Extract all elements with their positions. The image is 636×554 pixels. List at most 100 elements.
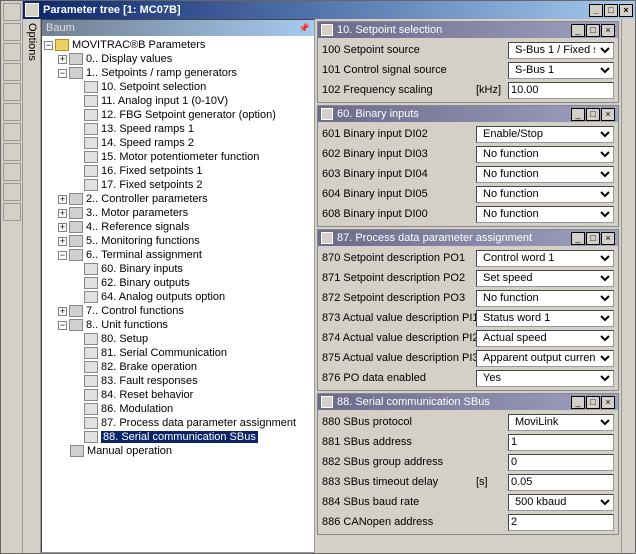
panel-close[interactable]: × [601, 24, 615, 37]
sel-604[interactable]: No function [476, 186, 614, 203]
options-tab[interactable]: Options [23, 19, 41, 553]
tree-g8-84[interactable]: 84. Reset behavior [101, 389, 193, 401]
panel-max[interactable]: □ [586, 24, 600, 37]
inp-886[interactable] [508, 514, 614, 531]
tool-btn-1[interactable] [3, 3, 21, 21]
panel-close[interactable]: × [601, 396, 615, 409]
tree-g1-17[interactable]: 17. Fixed setpoints 2 [101, 179, 203, 191]
tree-header-pin-icon[interactable]: 📌 [299, 23, 310, 34]
tool-btn-11[interactable] [3, 203, 21, 221]
lbl-882: 882 SBus group address [322, 456, 472, 468]
page-icon [69, 235, 83, 247]
tree-g2[interactable]: 2.. Controller parameters [86, 193, 208, 205]
sel-608[interactable]: No function [476, 206, 614, 223]
minimize-button[interactable]: _ [589, 4, 603, 17]
lbl-102: 102 Frequency scaling [322, 84, 472, 96]
tree-g8-80[interactable]: 80. Setup [101, 333, 148, 345]
sel-601[interactable]: Enable/Stop [476, 126, 614, 143]
tree-g0[interactable]: 0.. Display values [86, 53, 172, 65]
tree-g1-13[interactable]: 13. Speed ramps 1 [101, 123, 194, 135]
item-icon [84, 137, 98, 149]
expand-g6[interactable]: − [58, 251, 67, 260]
sel-603[interactable]: No function [476, 166, 614, 183]
tree-g7[interactable]: 7.. Control functions [86, 305, 184, 317]
tree-g1-12[interactable]: 12. FBG Setpoint generator (option) [101, 109, 276, 121]
panel-min[interactable]: _ [571, 396, 585, 409]
lbl-880: 880 SBus protocol [322, 416, 472, 428]
sel-101[interactable]: S-Bus 1 [508, 62, 614, 79]
panel-10-title: 10. Setpoint selection _□× [318, 22, 618, 38]
expand-g0[interactable]: + [58, 55, 67, 64]
tool-btn-4[interactable] [3, 63, 21, 81]
expand-root[interactable]: − [44, 41, 53, 50]
tree-g8[interactable]: 8.. Unit functions [86, 319, 168, 331]
tool-btn-9[interactable] [3, 163, 21, 181]
expand-g7[interactable]: + [58, 307, 67, 316]
close-button[interactable]: × [619, 4, 633, 17]
expand-g2[interactable]: + [58, 195, 67, 204]
tree-g1-14[interactable]: 14. Speed ramps 2 [101, 137, 194, 149]
tool-btn-6[interactable] [3, 103, 21, 121]
tree-g8-82[interactable]: 82. Brake operation [101, 361, 197, 373]
scrollbar-right[interactable] [621, 19, 635, 553]
tool-btn-8[interactable] [3, 143, 21, 161]
maximize-button[interactable]: □ [604, 4, 618, 17]
panel-max[interactable]: □ [586, 396, 600, 409]
sel-873[interactable]: Status word 1 [476, 310, 614, 327]
panel-87: 87. Process data parameter assignment_□×… [317, 229, 619, 391]
panel-min[interactable]: _ [571, 232, 585, 245]
panel-close[interactable]: × [601, 108, 615, 121]
tool-btn-5[interactable] [3, 83, 21, 101]
tree-g1[interactable]: 1.. Setpoints / ramp generators [86, 67, 237, 79]
expand-g3[interactable]: + [58, 209, 67, 218]
expand-g4[interactable]: + [58, 223, 67, 232]
panel-max[interactable]: □ [586, 108, 600, 121]
inp-102[interactable] [508, 82, 614, 99]
inp-882[interactable] [508, 454, 614, 471]
sel-875[interactable]: Apparent output current [476, 350, 614, 367]
page-icon [69, 207, 83, 219]
tree-g8-88[interactable]: 88. Serial communication SBus [101, 431, 258, 443]
tool-btn-3[interactable] [3, 43, 21, 61]
sel-871[interactable]: Set speed [476, 270, 614, 287]
tree-g6-62[interactable]: 62. Binary outputs [101, 277, 190, 289]
expand-g5[interactable]: + [58, 237, 67, 246]
sel-870[interactable]: Control word 1 [476, 250, 614, 267]
tree-g8-87[interactable]: 87. Process data parameter assignment [101, 417, 296, 429]
sel-884[interactable]: 500 kbaud [508, 494, 614, 511]
tree-g4[interactable]: 4.. Reference signals [86, 221, 189, 233]
tree-g8-86[interactable]: 86. Modulation [101, 403, 173, 415]
tree-g8-81[interactable]: 81. Serial Communication [101, 347, 227, 359]
tree-g1-16[interactable]: 16. Fixed setpoints 1 [101, 165, 203, 177]
tree-g8-83[interactable]: 83. Fault responses [101, 375, 198, 387]
panel-min[interactable]: _ [571, 108, 585, 121]
inp-881[interactable] [508, 434, 614, 451]
sel-880[interactable]: MoviLink [508, 414, 614, 431]
panel-max[interactable]: □ [586, 232, 600, 245]
parameter-tree[interactable]: − MOVITRAC®B Parameters +0.. Display valu… [42, 36, 314, 552]
tool-btn-7[interactable] [3, 123, 21, 141]
sel-872[interactable]: No function [476, 290, 614, 307]
sel-100[interactable]: S-Bus 1 / Fixed setpoint [508, 42, 614, 59]
tree-g1-11[interactable]: 11. Analog input 1 (0-10V) [101, 95, 228, 107]
tree-g3[interactable]: 3.. Motor parameters [86, 207, 188, 219]
panel-close[interactable]: × [601, 232, 615, 245]
sel-602[interactable]: No function [476, 146, 614, 163]
tree-g1-15[interactable]: 15. Motor potentiometer function [101, 151, 259, 163]
tool-btn-2[interactable] [3, 23, 21, 41]
tree-g6-60[interactable]: 60. Binary inputs [101, 263, 183, 275]
tree-manual[interactable]: Manual operation [87, 445, 172, 457]
tree-g6-64[interactable]: 64. Analog outputs option [101, 291, 225, 303]
tree-g1-10[interactable]: 10. Setpoint selection [101, 81, 206, 93]
item-icon [84, 333, 98, 345]
tool-btn-10[interactable] [3, 183, 21, 201]
expand-g8[interactable]: − [58, 321, 67, 330]
tree-g6[interactable]: 6.. Terminal assignment [86, 249, 202, 261]
expand-g1[interactable]: − [58, 69, 67, 78]
tree-g5[interactable]: 5.. Monitoring functions [86, 235, 200, 247]
sel-874[interactable]: Actual speed [476, 330, 614, 347]
panel-min[interactable]: _ [571, 24, 585, 37]
inp-883[interactable] [508, 474, 614, 491]
sel-876[interactable]: Yes [476, 370, 614, 387]
tree-root[interactable]: MOVITRAC®B Parameters [72, 39, 205, 51]
